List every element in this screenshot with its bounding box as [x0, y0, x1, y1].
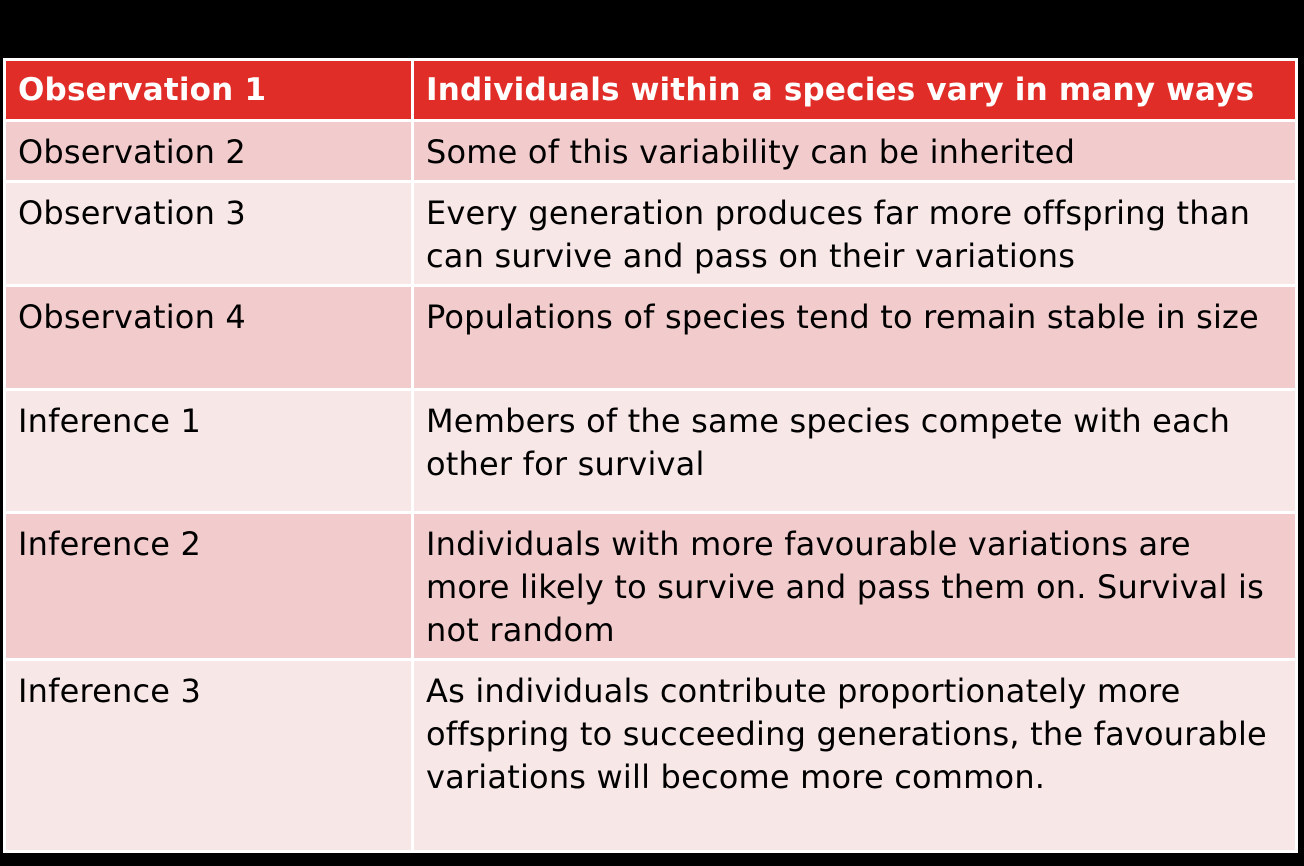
table-row: Inference 2 Individuals with more favour…	[3, 511, 1298, 661]
row-label: Inference 3	[3, 658, 414, 853]
table-header-row: Observation 1 Individuals within a speci…	[3, 58, 1298, 122]
header-label-cell: Observation 1	[3, 58, 414, 122]
row-text: Populations of species tend to remain st…	[411, 284, 1298, 391]
row-label: Inference 1	[3, 388, 414, 514]
row-text: Members of the same species compete with…	[411, 388, 1298, 514]
row-label: Inference 2	[3, 511, 414, 661]
table-row: Inference 1 Members of the same species …	[3, 388, 1298, 514]
table-row: Inference 3 As individuals contribute pr…	[3, 658, 1298, 853]
darwin-observations-table: Observation 1 Individuals within a speci…	[3, 58, 1298, 853]
row-label: Observation 3	[3, 180, 414, 287]
row-text: Every generation produces far more offsp…	[411, 180, 1298, 287]
row-label: Observation 4	[3, 284, 414, 391]
row-label: Observation 2	[3, 119, 414, 183]
row-text: As individuals contribute proportionatel…	[411, 658, 1298, 853]
header-text-cell: Individuals within a species vary in man…	[411, 58, 1298, 122]
table-row: Observation 4 Populations of species ten…	[3, 284, 1298, 391]
table-row: Observation 2 Some of this variability c…	[3, 119, 1298, 183]
row-text: Individuals with more favourable variati…	[411, 511, 1298, 661]
row-text: Some of this variability can be inherite…	[411, 119, 1298, 183]
table-row: Observation 3 Every generation produces …	[3, 180, 1298, 287]
